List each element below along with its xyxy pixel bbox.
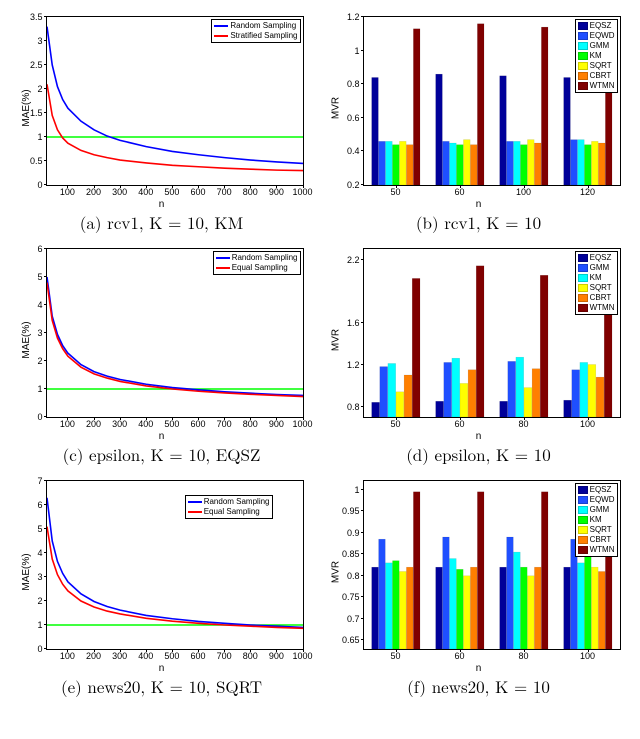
ylabel: MAE(%) (21, 553, 32, 590)
plot-area: 100200300400500600700800900100001234567R… (46, 480, 304, 650)
legend: EQSZGMMKMSQRTCBRTWTMN (575, 251, 618, 315)
chart-c: MAE(%) n 100200300400500600700800900100001… (12, 240, 312, 440)
legend: Random SamplingEqual Sampling (185, 495, 273, 519)
caption-b: (b) rcv1, K = 10 (416, 210, 541, 234)
caption-a: (a) rcv1, K = 10, KM (80, 210, 243, 234)
chart-d: MVR n 0.81.21.62.2506080100EQSZGMMKMSQRTCB… (329, 240, 629, 440)
ylabel: MAE(%) (21, 321, 32, 358)
xlabel: n (159, 431, 165, 442)
caption-f: (f) news20, K = 10 (407, 674, 550, 698)
chart-b: MVR n 0.20.40.60.811.25060100120EQSZEQWDGM… (329, 8, 629, 208)
xlabel: n (476, 663, 482, 674)
chart-f: MVR n 0.650.70.750.80.850.90.951506080100E… (329, 472, 629, 672)
ylabel: MVR (330, 561, 341, 583)
panel-a: MAE(%)n100200300400500600700800900100000… (8, 8, 315, 234)
legend: Random SamplingEqual Sampling (213, 251, 301, 275)
figure-grid: MAE(%) n 100200300400500600700800900100000… (8, 8, 632, 698)
plot-area: 0.20.40.60.811.25060100120EQSZEQWDGMMKMS… (363, 16, 621, 186)
xlabel: n (476, 199, 482, 210)
xlabel: n (159, 199, 165, 210)
chart-e: MAE(%) n 100200300400500600700800900100001… (12, 472, 312, 672)
caption-e: (e) news20, K = 10, SQRT (61, 674, 262, 698)
panel-b: MVR n 0.20.40.60.811.25060100120EQSZEQWDGM… (325, 8, 632, 234)
caption-d: (d) epsilon, K = 10 (406, 442, 551, 466)
plot-area: 100200300400500600700800900100000.511.52… (46, 16, 304, 186)
legend: EQSZEQWDGMMKMSQRTCBRTWTMN (575, 19, 618, 93)
panel-d: MVR n 0.81.21.62.2506080100EQSZGMMKMSQRTCB… (325, 240, 632, 466)
panel-f: MVR n 0.650.70.750.80.850.90.951506080100E… (325, 472, 632, 698)
plot-area: 0.650.70.750.80.850.90.951506080100EQSZE… (363, 480, 621, 650)
legend: EQSZEQWDGMMKMSQRTCBRTWTMN (575, 483, 618, 557)
panel-e: MAE(%) n 100200300400500600700800900100001… (8, 472, 315, 698)
panel-c: MAE(%) n 100200300400500600700800900100001… (8, 240, 315, 466)
legend: Random SamplingStratified Sampling (211, 19, 300, 43)
caption-c: (c) epsilon, K = 10, EQSZ (63, 442, 261, 466)
ylabel: MVR (330, 329, 341, 351)
xlabel: n (159, 663, 165, 674)
plot-area: 10020030040050060070080090010000123456Ra… (46, 248, 304, 418)
xlabel: n (476, 431, 482, 442)
plot-area: 0.81.21.62.2506080100EQSZGMMKMSQRTCBRTWT… (363, 248, 621, 418)
ylabel: MVR (330, 97, 341, 119)
chart-a: MAE(%)n100200300400500600700800900100000… (12, 8, 312, 208)
